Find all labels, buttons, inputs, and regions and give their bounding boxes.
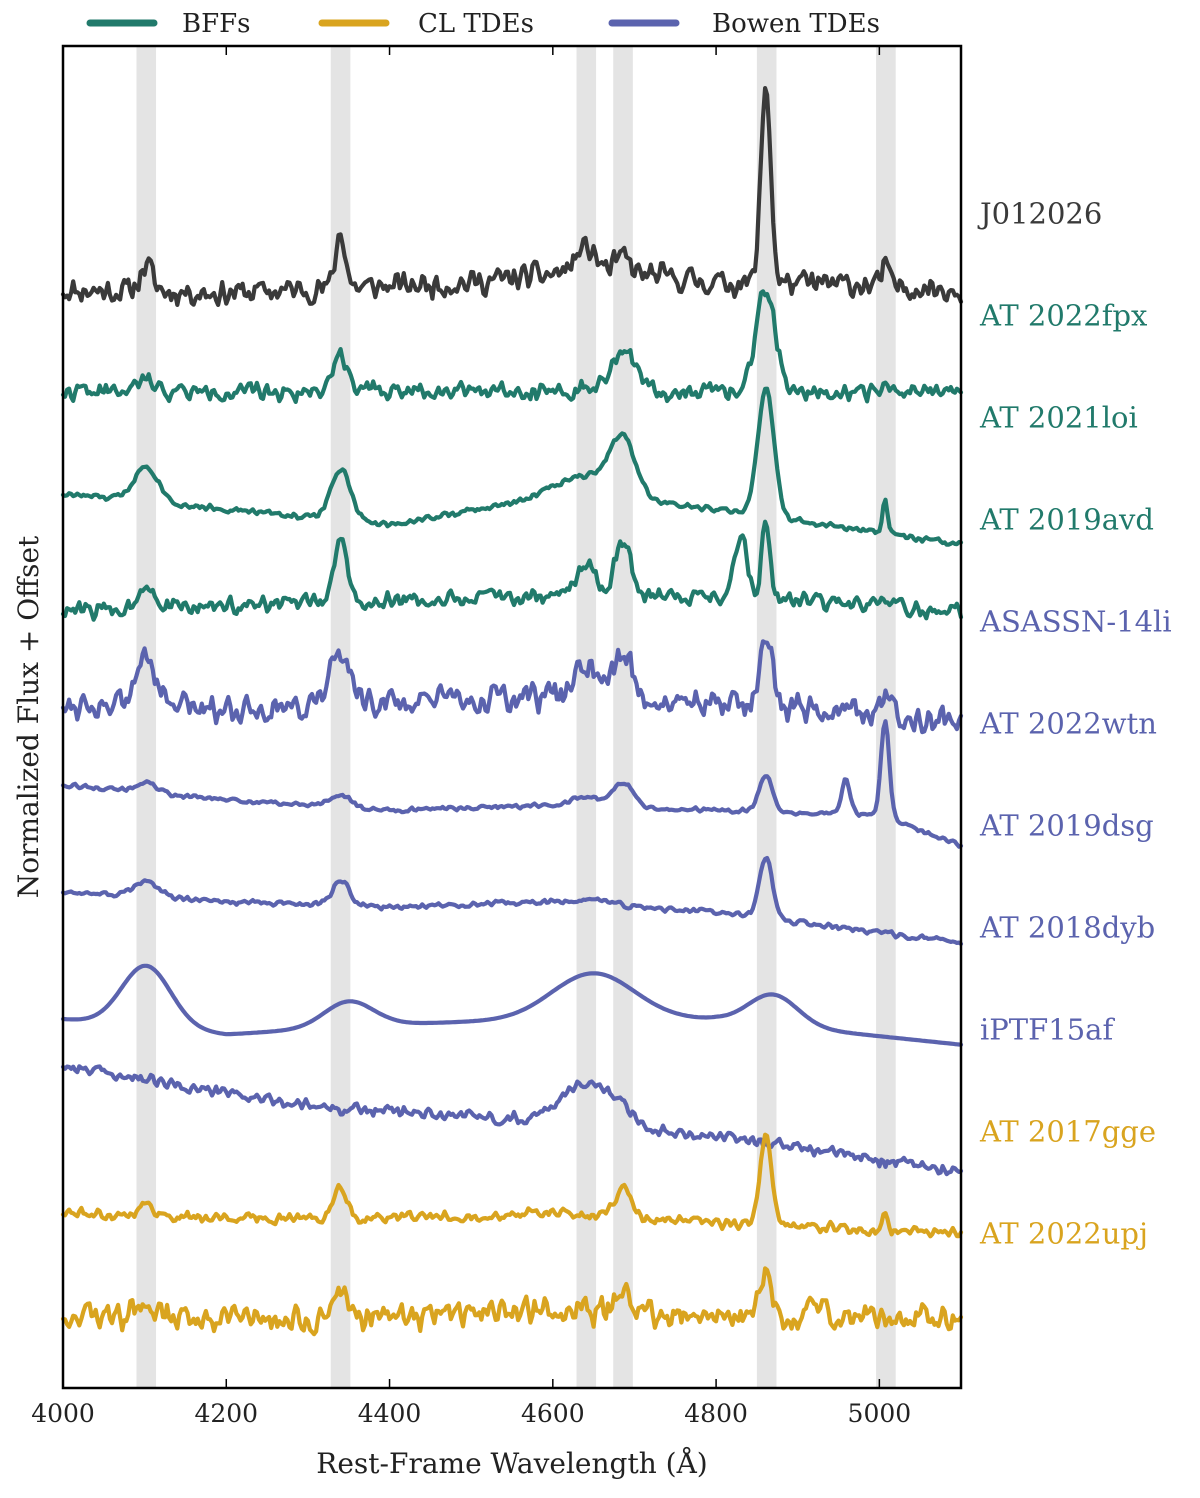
plot-frame <box>61 44 963 1390</box>
shaded-band-3 <box>613 46 633 1388</box>
spectrum-at-2021loi <box>60 386 964 547</box>
spectrum-at-2022fpx <box>60 289 964 404</box>
label-at-2018dyb: AT 2018dyb <box>979 910 1155 944</box>
shaded-band-0 <box>136 46 157 1388</box>
label-iptf15af: iPTF15af <box>980 1012 1115 1046</box>
legend: BFFs CL TDEs Bowen TDEs <box>86 9 880 39</box>
shaded-bands <box>136 46 896 1388</box>
label-at-2022wtn: AT 2022wtn <box>979 706 1157 740</box>
spectrum-at-2019dsg <box>60 855 964 946</box>
x-tick-label-4600: 4600 <box>521 1399 585 1428</box>
label-j012026: J012026 <box>977 196 1102 230</box>
legend-label-bowen-tdes: Bowen TDEs <box>712 9 880 39</box>
x-axis-title: Rest-Frame Wavelength (Å) <box>316 1447 707 1480</box>
label-at-2017gge: AT 2017gge <box>979 1114 1156 1148</box>
shaded-band-5 <box>876 46 896 1388</box>
spectrum-at-2022wtn <box>60 719 964 849</box>
x-tick-label-4400: 4400 <box>358 1399 422 1428</box>
legend-label-bffs: BFFs <box>182 9 251 39</box>
x-axis: 4000 4200 4400 4600 4800 5000 <box>31 46 911 1428</box>
label-at-2021loi: AT 2021loi <box>979 400 1138 434</box>
spectrum-at-2019avd <box>60 519 964 622</box>
spectrum-at-2017gge <box>60 1132 964 1239</box>
spectrum-at-2018dyb <box>60 963 964 1047</box>
spectrum-iptf15af <box>60 1064 964 1177</box>
x-tick-label-4000: 4000 <box>31 1399 95 1428</box>
shaded-band-1 <box>330 46 351 1388</box>
label-at-2022fpx: AT 2022fpx <box>979 298 1147 332</box>
label-at-2019avd: AT 2019avd <box>979 502 1154 536</box>
spectrum-j012026 <box>60 86 964 307</box>
spectrum-labels: J012026 AT 2022fpx AT 2021loi AT 2019avd ASA… <box>977 196 1172 1250</box>
legend-label-cl-tdes: CL TDEs <box>418 9 534 39</box>
label-asassn-14li: ASASSN-14li <box>979 604 1172 638</box>
x-tick-label-5000: 5000 <box>848 1399 912 1428</box>
x-tick-label-4200: 4200 <box>194 1399 258 1428</box>
label-at-2022upj: AT 2022upj <box>979 1216 1148 1250</box>
y-axis-title: Normalized Flux + Offset <box>12 535 45 898</box>
spectrum-at-2022upj <box>60 1266 964 1337</box>
spectrum-asassn-14li <box>60 639 964 735</box>
x-tick-label-4800: 4800 <box>684 1399 748 1428</box>
series-lines <box>60 86 964 1337</box>
shaded-band-4 <box>756 46 777 1388</box>
label-at-2019dsg: AT 2019dsg <box>979 808 1154 842</box>
